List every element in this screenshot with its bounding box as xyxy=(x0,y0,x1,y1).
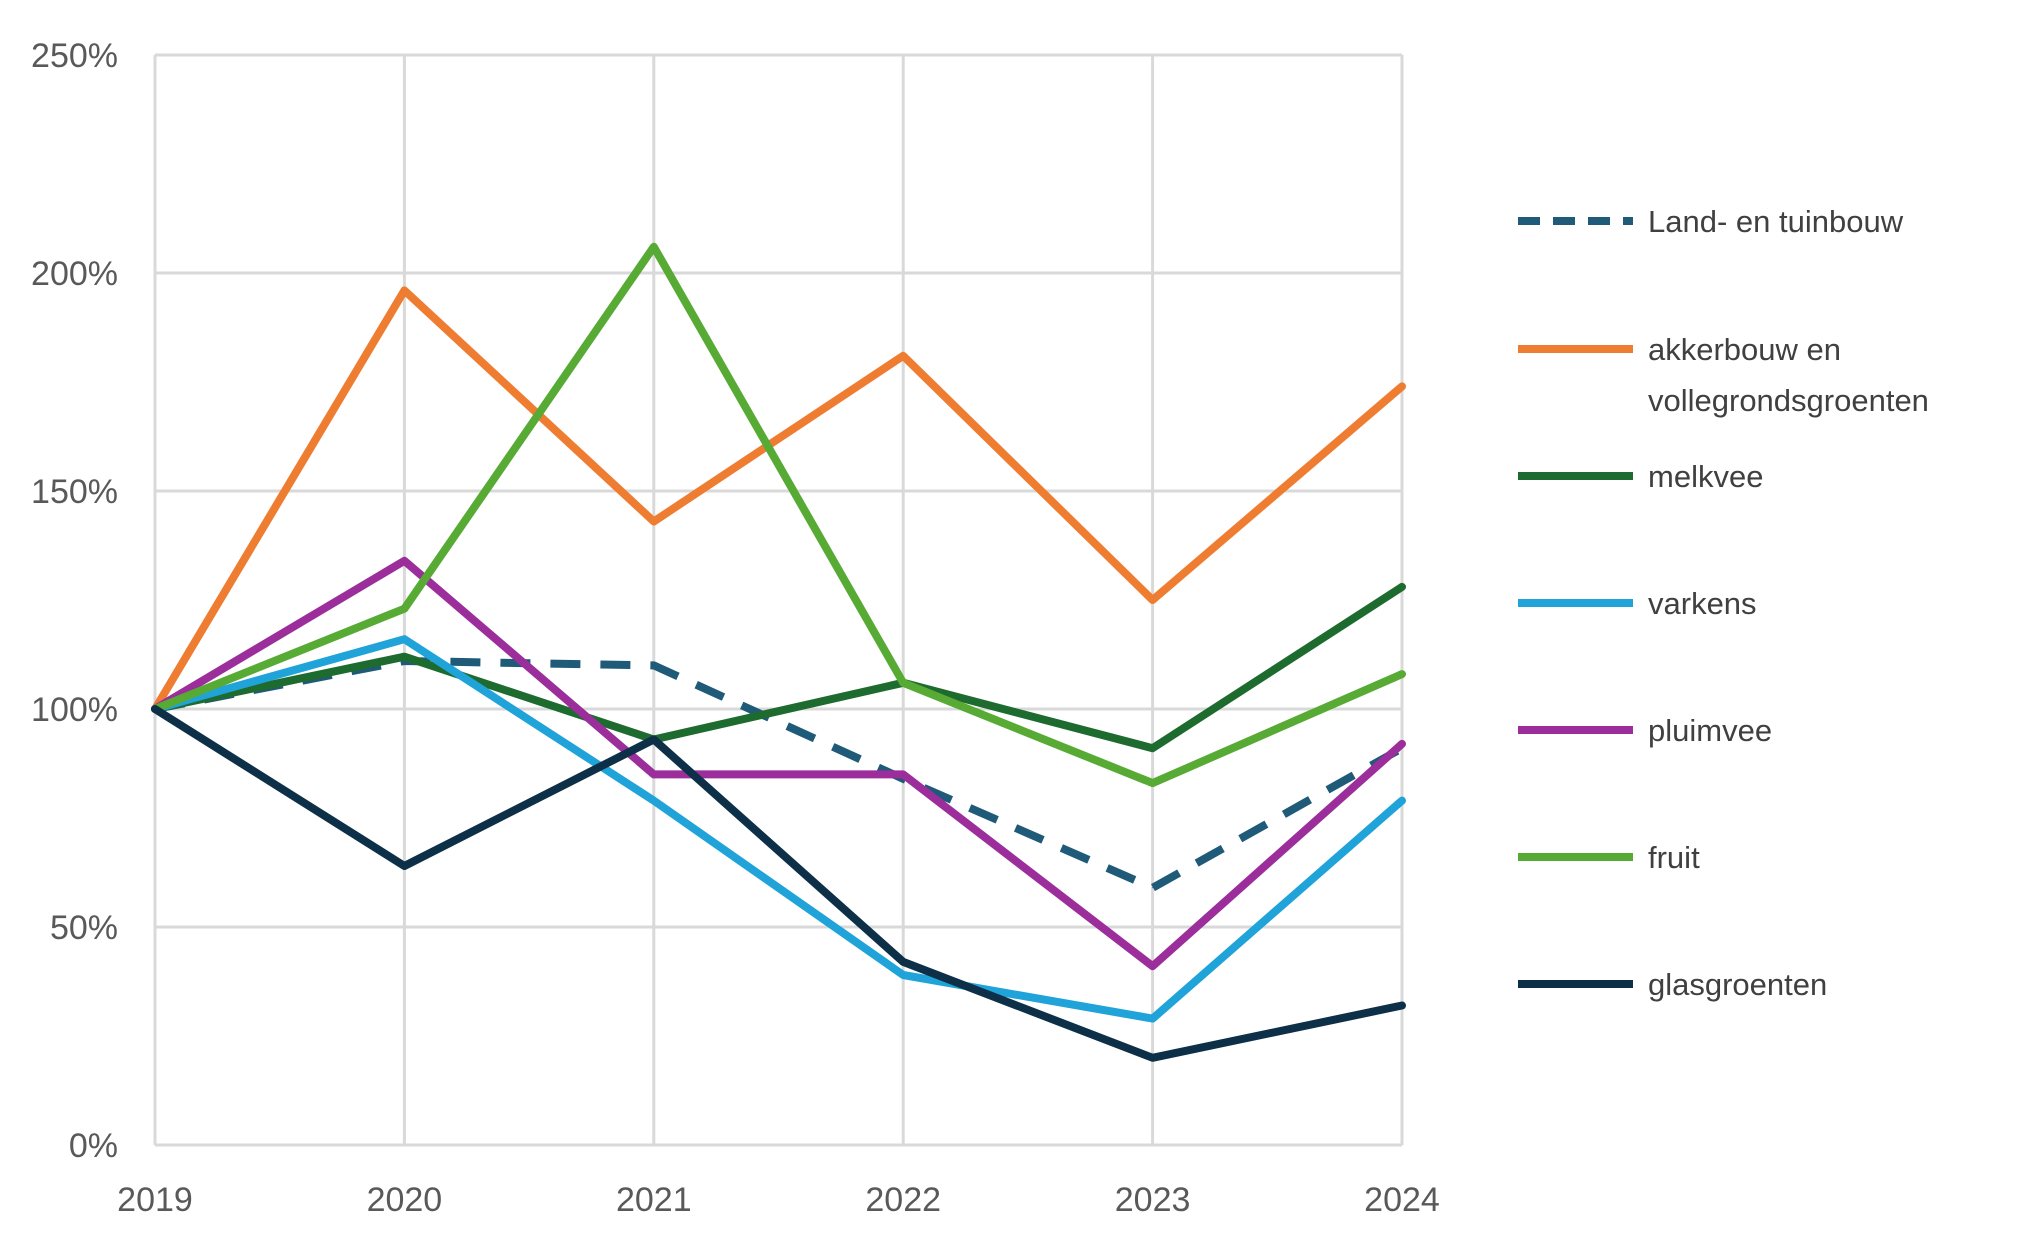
data-point xyxy=(1401,1004,1403,1006)
x-tick-label: 2020 xyxy=(367,1181,443,1219)
data-point xyxy=(1152,1018,1154,1020)
x-tick-label: 2019 xyxy=(117,1181,193,1219)
y-tick-label: 0% xyxy=(69,1127,118,1165)
data-point xyxy=(653,521,655,523)
legend-label: pluimvee xyxy=(1648,713,1772,748)
legend-label: varkens xyxy=(1648,586,1757,621)
legend-label: vollegrondsgroenten xyxy=(1648,383,1929,418)
legend-label: glasgroenten xyxy=(1648,967,1827,1002)
y-tick-label: 50% xyxy=(50,909,118,947)
data-point xyxy=(1152,747,1154,749)
y-tick-label: 100% xyxy=(31,691,118,729)
data-point xyxy=(403,289,405,291)
data-point xyxy=(902,682,904,684)
legend-label: Land- en tuinbouw xyxy=(1648,204,1904,239)
data-point xyxy=(902,355,904,357)
data-point xyxy=(1152,1057,1154,1059)
data-point xyxy=(902,974,904,976)
x-tick-label: 2021 xyxy=(616,1181,692,1219)
data-point xyxy=(1152,782,1154,784)
data-point xyxy=(902,773,904,775)
series-line-varkens xyxy=(151,635,1406,1023)
data-point xyxy=(403,608,405,610)
data-point xyxy=(1401,800,1403,802)
x-tick-label: 2023 xyxy=(1115,1181,1191,1219)
data-point xyxy=(1401,586,1403,588)
x-tick-label: 2022 xyxy=(865,1181,941,1219)
legend-label: akkerbouw en xyxy=(1648,332,1841,367)
legend: Land- en tuinbouw akkerbouw en vollegronds… xyxy=(1518,204,1929,1002)
data-point xyxy=(902,961,904,963)
data-point xyxy=(1401,673,1403,675)
data-point xyxy=(154,708,156,710)
data-point xyxy=(653,664,655,666)
series-line-pluimvee xyxy=(151,556,1406,971)
data-point xyxy=(403,656,405,658)
y-axis-tick-labels: 0% 50% 100% 150% 200% 250% xyxy=(31,37,118,1165)
legend-label: fruit xyxy=(1648,840,1700,875)
data-point xyxy=(403,560,405,562)
series-line-melkvee xyxy=(151,582,1406,753)
y-tick-label: 150% xyxy=(31,473,118,511)
data-point xyxy=(653,800,655,802)
y-tick-label: 250% xyxy=(31,37,118,75)
data-point xyxy=(653,739,655,741)
legend-label: melkvee xyxy=(1648,459,1763,494)
x-axis-tick-labels: 2019 2020 2021 2022 2023 2024 xyxy=(117,1181,1440,1219)
series-line-akkerbouw-en-vollegrondsgroenten xyxy=(151,286,1406,713)
data-point xyxy=(653,773,655,775)
data-point xyxy=(403,865,405,867)
data-point xyxy=(1152,887,1154,889)
series-line-fruit xyxy=(151,242,1406,788)
data-point xyxy=(653,246,655,248)
data-point xyxy=(1401,743,1403,745)
data-point xyxy=(1152,599,1154,601)
data-point xyxy=(1152,965,1154,967)
data-point xyxy=(1401,385,1403,387)
x-tick-label: 2024 xyxy=(1364,1181,1440,1219)
y-tick-label: 200% xyxy=(31,255,118,293)
data-point xyxy=(403,638,405,640)
series-lines xyxy=(151,242,1406,1062)
series-line-glasgroenten xyxy=(151,705,1406,1062)
